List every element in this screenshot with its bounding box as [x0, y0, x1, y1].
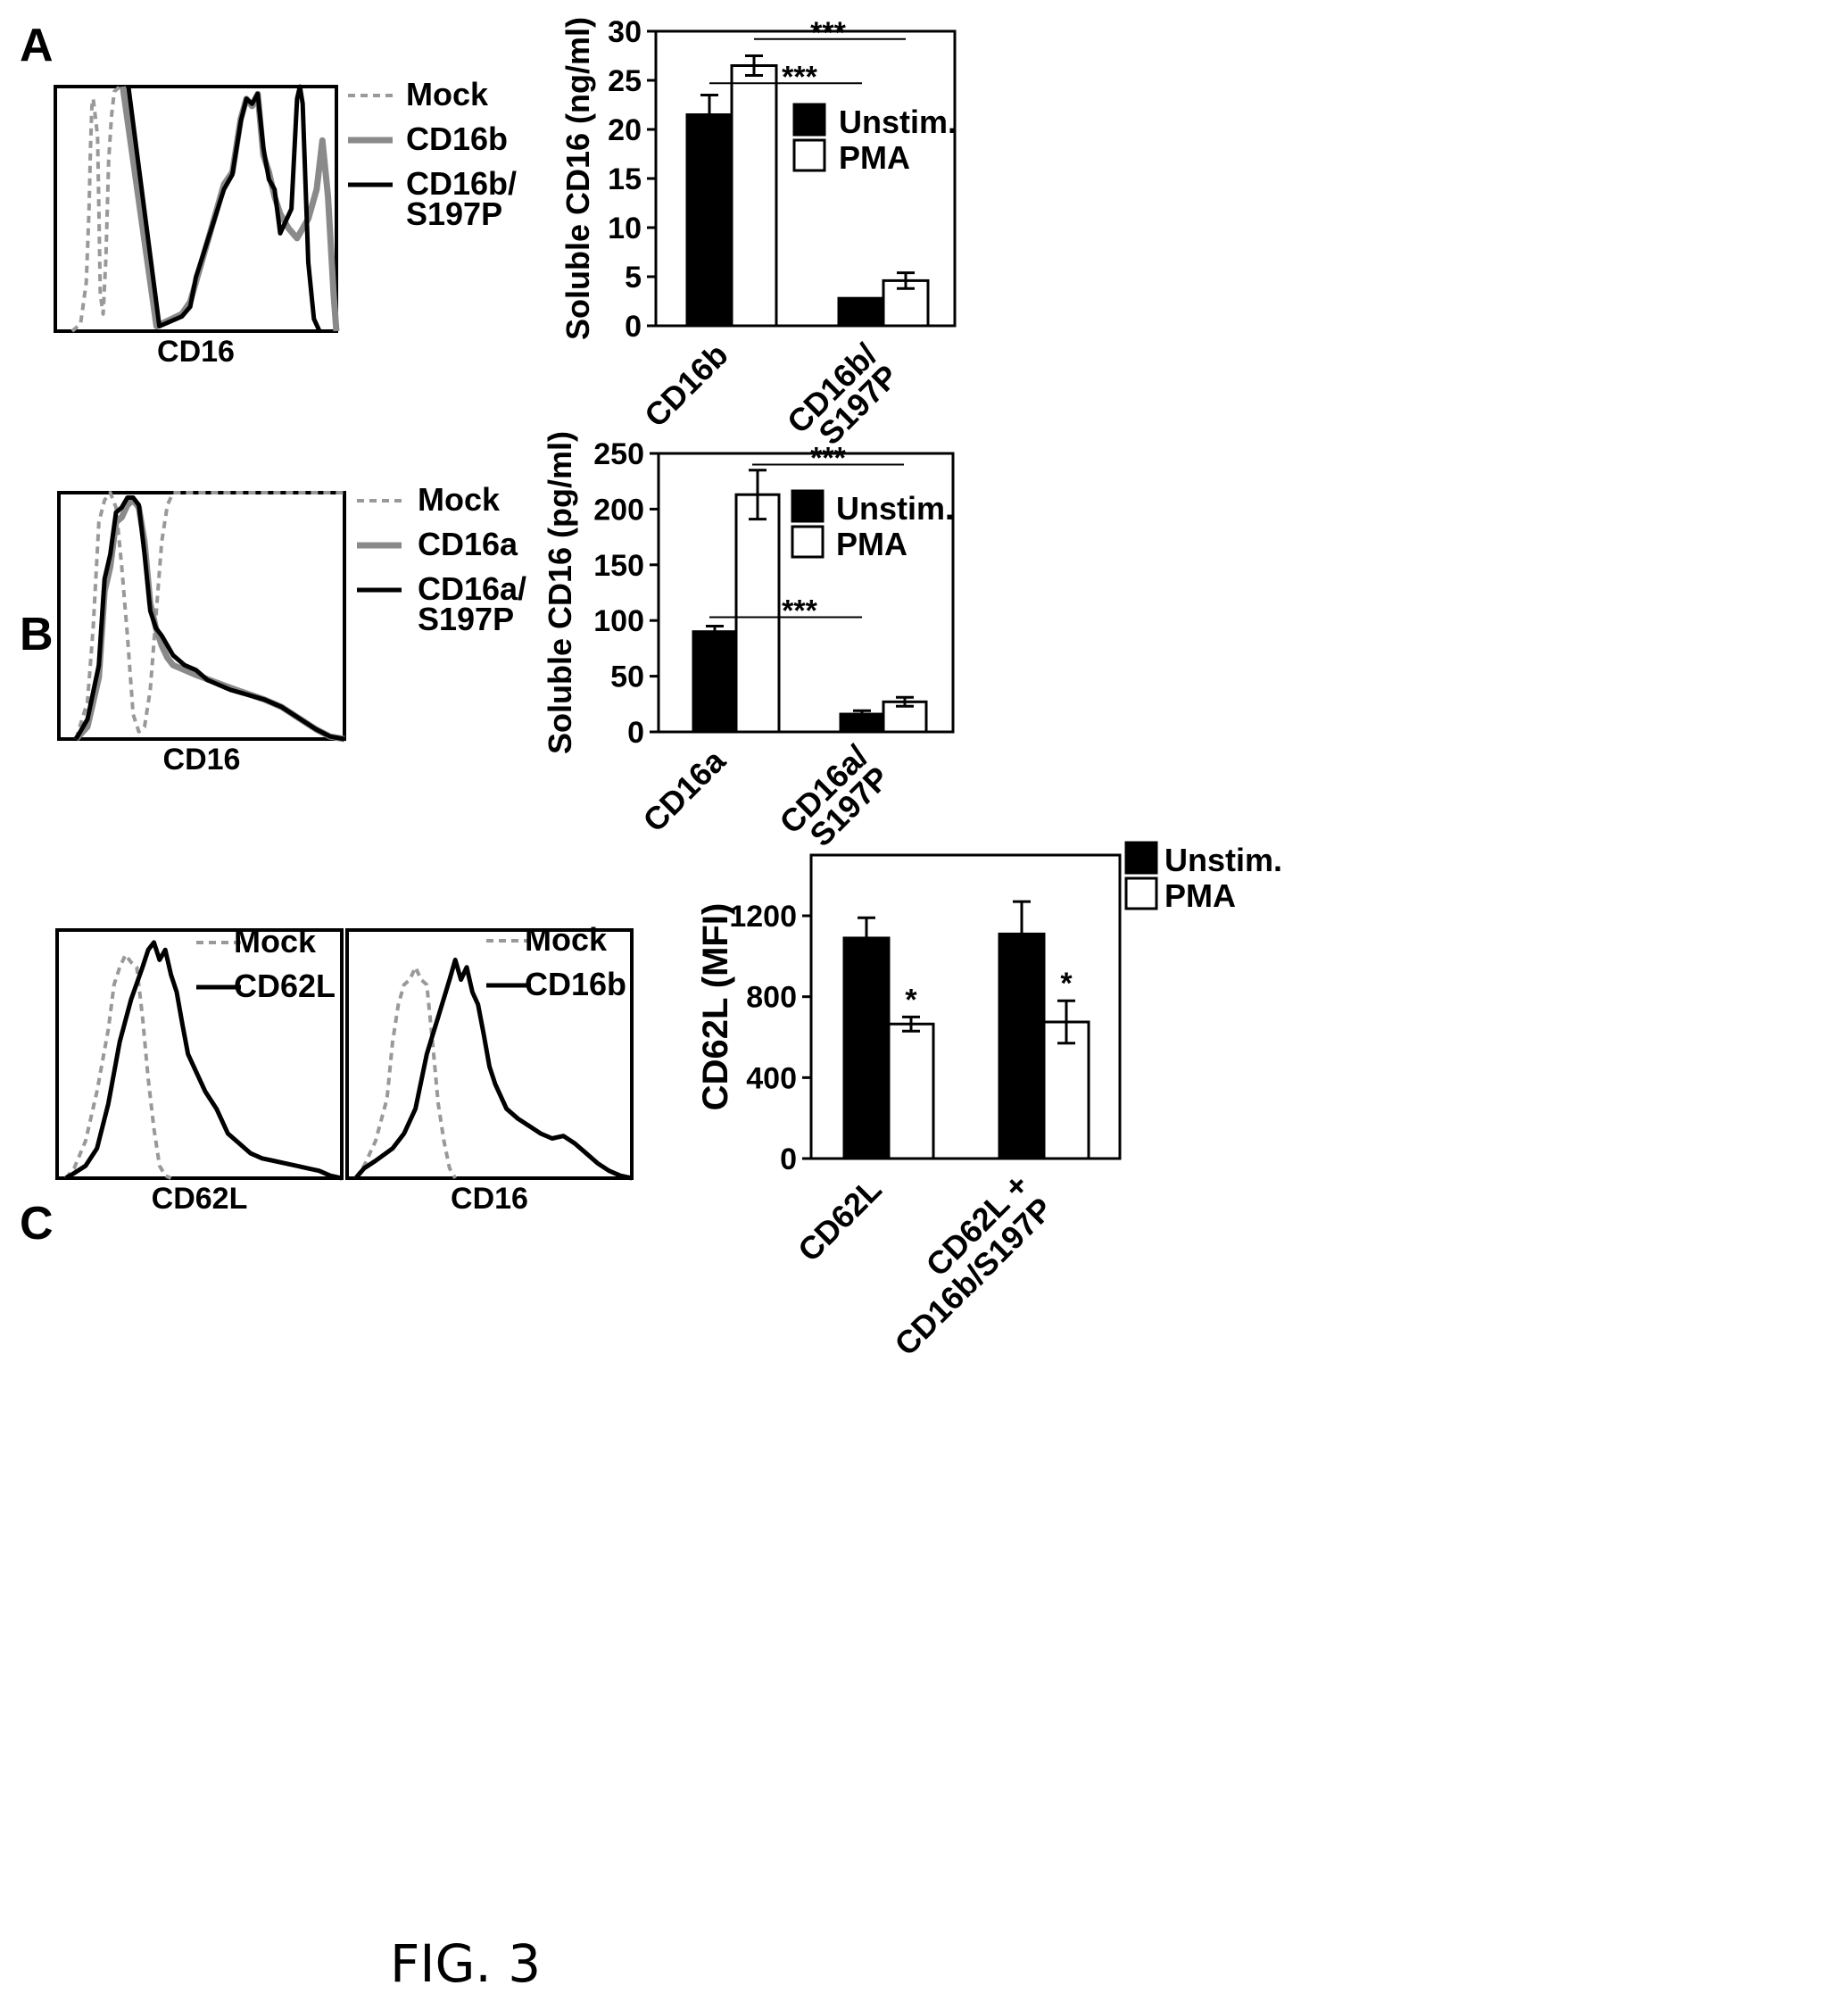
chart-c-plot-frame	[809, 853, 1122, 1160]
panel-a-legend-label-1: Mock	[406, 76, 489, 112]
panel-label-a: A	[20, 20, 54, 71]
chart-b-significance-label: ***	[782, 594, 817, 627]
chart-a-ytick-label: 20	[608, 113, 642, 147]
panel-c-left-curve-dashed-gray	[64, 952, 172, 1180]
chart-b-plot-frame	[657, 452, 955, 734]
chart-c-legend-swatch-pma	[1124, 876, 1158, 910]
chart-b-ytick-label: 50	[610, 660, 644, 694]
panel-b-curve-solid-black	[74, 495, 345, 742]
chart-c-legend-label-unstim: Unstim.	[1164, 842, 1282, 878]
chart-b-legend-label-pma: PMA	[836, 526, 907, 562]
chart-c-ylabel: CD62L (MFI)	[696, 903, 735, 1111]
panel-a-curve-solid-black	[126, 84, 322, 333]
panel-label-b: B	[20, 609, 54, 660]
chart-a-significance-label: ***	[810, 16, 846, 50]
chart-a-significance-label: ***	[782, 60, 817, 94]
chart-c-significance-label: *	[905, 983, 917, 1017]
panel-b-legend-label-3: CD16a/	[418, 570, 526, 607]
panel-c-right-legend-label-2: CD16b	[525, 966, 626, 1002]
chart-b-legend-swatch-pma	[791, 525, 825, 559]
panel-b-histogram-xlabel: CD16	[163, 743, 241, 777]
chart-a-bar-unstim	[685, 113, 733, 328]
figure-content: CD16MockCD16bCD16b/S197PCD16MockCD16aCD1…	[54, 15, 1282, 1363]
panel-a-histogram: CD16 Mock CD16b CD16b/S197P	[54, 76, 517, 369]
panel-a-histogram-frame	[54, 85, 338, 333]
panel-c-left-curve-solid-black	[64, 940, 343, 1181]
chart-b-ytick-label: 250	[593, 437, 644, 471]
chart-a-legend-label-unstim: Unstim.	[839, 104, 957, 140]
panel-a-curve-dashed-gray	[70, 85, 121, 333]
chart-a-ytick-label: 15	[608, 162, 642, 196]
panel-b-legend-label-3: S197P	[418, 601, 514, 637]
chart-c-bar-unstim	[842, 936, 891, 1160]
panel-c-right-curve-dashed-gray	[353, 965, 457, 1180]
chart-b-significance-label: ***	[810, 441, 846, 475]
chart-b-ytick-label: 200	[593, 493, 644, 527]
chart-b-ytick-label: 0	[627, 716, 644, 750]
panel-c-left-legend-label-1: Mock	[234, 923, 317, 959]
chart-c-legend-label-pma: PMA	[1164, 877, 1236, 914]
panel-c-right-histogram: CD16 Mock CD16b	[345, 921, 634, 1216]
chart-a-legend-swatch-unstim	[792, 103, 826, 137]
chart-b-ytick-label: 100	[593, 604, 644, 638]
panel-label-c: C	[20, 1198, 54, 1250]
chart-b-category-label: CD16a/S197P	[772, 738, 896, 862]
panel-b-curve-solid-gray	[73, 496, 345, 743]
panel-c-right-legend-label-1: Mock	[525, 921, 608, 958]
panel-b-legend-label-2: CD16a	[418, 526, 518, 562]
chart-c-significance-label: *	[1060, 967, 1073, 1001]
panel-a-histogram-xlabel: CD16	[157, 335, 235, 369]
panel-c-right-curve-solid-black	[353, 957, 633, 1181]
chart-c-bar-pma	[887, 1022, 935, 1160]
chart-c-category-label: CD62L	[791, 1171, 889, 1269]
chart-a-ytick-label: 10	[608, 212, 642, 245]
chart-a-category-label: CD16b	[637, 336, 735, 435]
chart-c-ytick-label: 0	[780, 1142, 797, 1176]
panel-b-curve-dashed-gray	[74, 491, 344, 740]
chart-b-bar-unstim	[692, 630, 738, 734]
chart-a-bar-unstim	[837, 296, 885, 328]
chart-c-category-label: CD62L +CD16b/S197P	[864, 1167, 1060, 1363]
chart-b-ylabel: Soluble CD16 (pg/ml)	[542, 431, 578, 754]
chart-c-ytick-label: 800	[746, 981, 797, 1015]
panel-a-legend-label-3: CD16b/	[406, 165, 517, 202]
chart-a-ytick-label: 25	[608, 64, 642, 98]
chart-b-category-label: CD16a	[635, 742, 733, 839]
panel-b-histogram: CD16 Mock CD16a CD16a/S197P	[57, 481, 526, 777]
panel-a-legend-label-2: CD16b	[406, 120, 508, 157]
chart-a-legend-swatch-pma	[792, 138, 826, 172]
chart-c-legend-swatch-unstim	[1124, 841, 1158, 875]
panel-c-right-histogram-xlabel: CD16	[451, 1182, 528, 1216]
chart-c-ytick-label: 1200	[729, 900, 797, 934]
chart-b-legend-label-unstim: Unstim.	[836, 490, 954, 527]
panel-a-legend-label-3: S197P	[406, 195, 502, 232]
chart-b-legend-swatch-unstim	[791, 489, 825, 523]
panel-b-legend-label-1: Mock	[418, 481, 501, 518]
chart-a-ytick-label: 5	[625, 261, 642, 295]
chart-a-ylabel: Soluble CD16 (ng/ml)	[559, 17, 596, 340]
chart-a-ytick-label: 30	[608, 15, 642, 49]
panel-c-left-legend-label-2: CD62L	[234, 968, 336, 1004]
panel-c-left-histogram-frame	[55, 928, 344, 1180]
chart-a-bar-pma	[730, 64, 778, 328]
panel-c-left-histogram: CD62L Mock CD62L	[55, 923, 344, 1216]
chart-a-legend-label-pma: PMA	[839, 139, 910, 176]
chart-a-ytick-label: 0	[625, 310, 642, 344]
chart-b-ytick-label: 150	[593, 549, 644, 583]
panel-c-right-histogram-frame	[345, 928, 634, 1180]
figure-caption: FIG. 3	[390, 1933, 541, 1994]
chart-b-bar-pma	[734, 493, 781, 734]
panel-c-left-histogram-xlabel: CD62L	[152, 1182, 248, 1216]
chart-c-bar-unstim	[998, 932, 1046, 1160]
chart-a: 0 5 10 15 20 25 30 Soluble CD16 (ng/ml) *** *** CD…	[559, 15, 957, 452]
chart-b: 0 50 100 150 200 250 Soluble CD16 (pg/ml) *** **…	[542, 431, 955, 862]
chart-c-ytick-label: 400	[746, 1061, 797, 1095]
